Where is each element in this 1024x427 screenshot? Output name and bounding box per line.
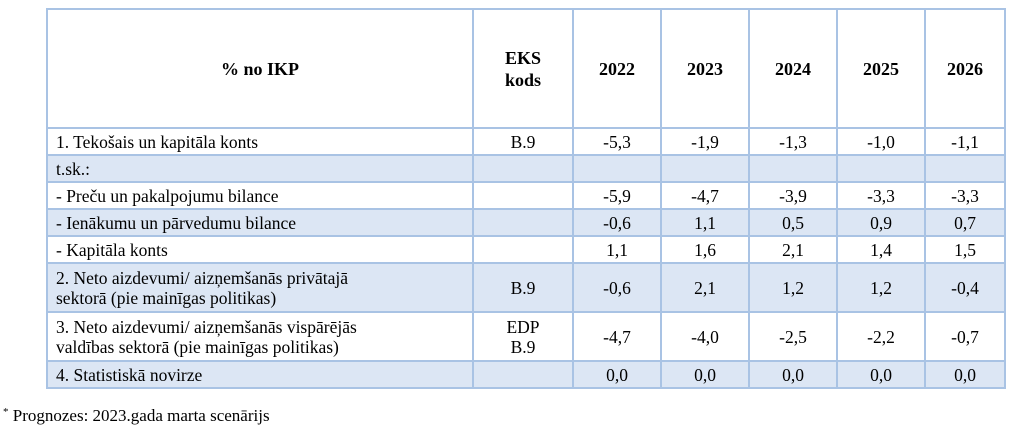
row-value: 1,5: [924, 235, 1006, 264]
row-code: [472, 154, 574, 183]
row-value: 1,6: [660, 235, 750, 264]
row-value: -1,3: [748, 127, 838, 156]
row-label: - Ienākumu un pārvedumu bilance: [46, 208, 474, 237]
row-value: 2,1: [660, 262, 750, 313]
row-value: -3,3: [924, 181, 1006, 210]
header-row: % no IKP EKS kods 2022 2023 2024 2025 20…: [46, 8, 1006, 129]
footnote: * Prognozes: 2023.gada marta scenārijs: [3, 402, 270, 426]
row-label-line1: 2. Neto aizdevumi/ aizņemšanās privātajā: [56, 267, 349, 288]
header-year: 2024: [748, 8, 838, 129]
row-label: 4. Statistiskā novirze: [46, 360, 474, 389]
row-label-line2: sektorā (pie mainīgas politikas): [56, 287, 277, 308]
row-value: -4,7: [660, 181, 750, 210]
row-code: EDP B.9: [472, 311, 574, 362]
row-value: -0,6: [572, 262, 662, 313]
table-row: - Preču un pakalpojumu bilance -5,9 -4,7…: [46, 181, 1006, 210]
table-row: - Kapitāla konts 1,1 1,6 2,1 1,4 1,5: [46, 235, 1006, 264]
table-row: 1. Tekošais un kapitāla konts B.9 -5,3 -…: [46, 127, 1006, 156]
row-value: 0,0: [924, 360, 1006, 389]
row-value: -0,6: [572, 208, 662, 237]
row-value: -2,5: [748, 311, 838, 362]
header-year: 2025: [836, 8, 926, 129]
row-label: - Preču un pakalpojumu bilance: [46, 181, 474, 210]
table-row: 4. Statistiskā novirze 0,0 0,0 0,0 0,0 0…: [46, 360, 1006, 389]
row-value: -5,9: [572, 181, 662, 210]
row-value: 0,9: [836, 208, 926, 237]
row-value: 0,0: [836, 360, 926, 389]
row-value: 0,0: [660, 360, 750, 389]
row-value: -0,7: [924, 311, 1006, 362]
row-code: [472, 235, 574, 264]
row-code-line1: EDP: [506, 316, 540, 337]
row-value: 0,5: [748, 208, 838, 237]
row-value: -1,9: [660, 127, 750, 156]
table-row: 2. Neto aizdevumi/ aizņemšanās privātajā…: [46, 262, 1006, 313]
row-value: [748, 154, 838, 183]
row-label: 2. Neto aizdevumi/ aizņemšanās privātajā…: [46, 262, 474, 313]
row-label: t.sk.:: [46, 154, 474, 183]
row-value: 1,2: [748, 262, 838, 313]
header-year: 2026: [924, 8, 1006, 129]
row-value: 0,0: [572, 360, 662, 389]
header-year: 2022: [572, 8, 662, 129]
footnote-text: Prognozes: 2023.gada marta scenārijs: [8, 406, 270, 425]
row-label: - Kapitāla konts: [46, 235, 474, 264]
row-value: 1,1: [660, 208, 750, 237]
row-code-line2: B.9: [510, 336, 536, 357]
table-row: t.sk.:: [46, 154, 1006, 183]
row-value: -1,0: [836, 127, 926, 156]
table-row: - Ienākumu un pārvedumu bilance -0,6 1,1…: [46, 208, 1006, 237]
row-value: -3,3: [836, 181, 926, 210]
row-value: -2,2: [836, 311, 926, 362]
row-value: [572, 154, 662, 183]
row-value: 0,7: [924, 208, 1006, 237]
row-value: [836, 154, 926, 183]
header-label: % no IKP: [46, 8, 474, 129]
row-value: 0,0: [748, 360, 838, 389]
row-label: 3. Neto aizdevumi/ aizņemšanās vispārējā…: [46, 311, 474, 362]
row-code: [472, 360, 574, 389]
header-code: EKS kods: [472, 8, 574, 129]
row-value: [660, 154, 750, 183]
row-code: B.9: [472, 262, 574, 313]
row-value: -4,0: [660, 311, 750, 362]
row-label-line1: 3. Neto aizdevumi/ aizņemšanās vispārējā…: [56, 316, 357, 337]
row-label: 1. Tekošais un kapitāla konts: [46, 127, 474, 156]
row-value: -0,4: [924, 262, 1006, 313]
row-value: [924, 154, 1006, 183]
row-value: 1,2: [836, 262, 926, 313]
row-value: -3,9: [748, 181, 838, 210]
row-value: 1,1: [572, 235, 662, 264]
gdp-table: % no IKP EKS kods 2022 2023 2024 2025 20…: [46, 8, 1006, 389]
row-code: [472, 181, 574, 210]
footnote-marker: *: [3, 406, 9, 418]
header-code-line1: EKS: [504, 47, 542, 68]
row-code: [472, 208, 574, 237]
header-year: 2023: [660, 8, 750, 129]
table-row: 3. Neto aizdevumi/ aizņemšanās vispārējā…: [46, 311, 1006, 362]
row-value: 1,4: [836, 235, 926, 264]
row-value: -1,1: [924, 127, 1006, 156]
row-value: -5,3: [572, 127, 662, 156]
row-value: -4,7: [572, 311, 662, 362]
row-value: 2,1: [748, 235, 838, 264]
row-label-line2: valdības sektorā (pie mainīgas politikas…: [56, 336, 339, 357]
header-code-line2: kods: [504, 69, 542, 90]
row-code: B.9: [472, 127, 574, 156]
